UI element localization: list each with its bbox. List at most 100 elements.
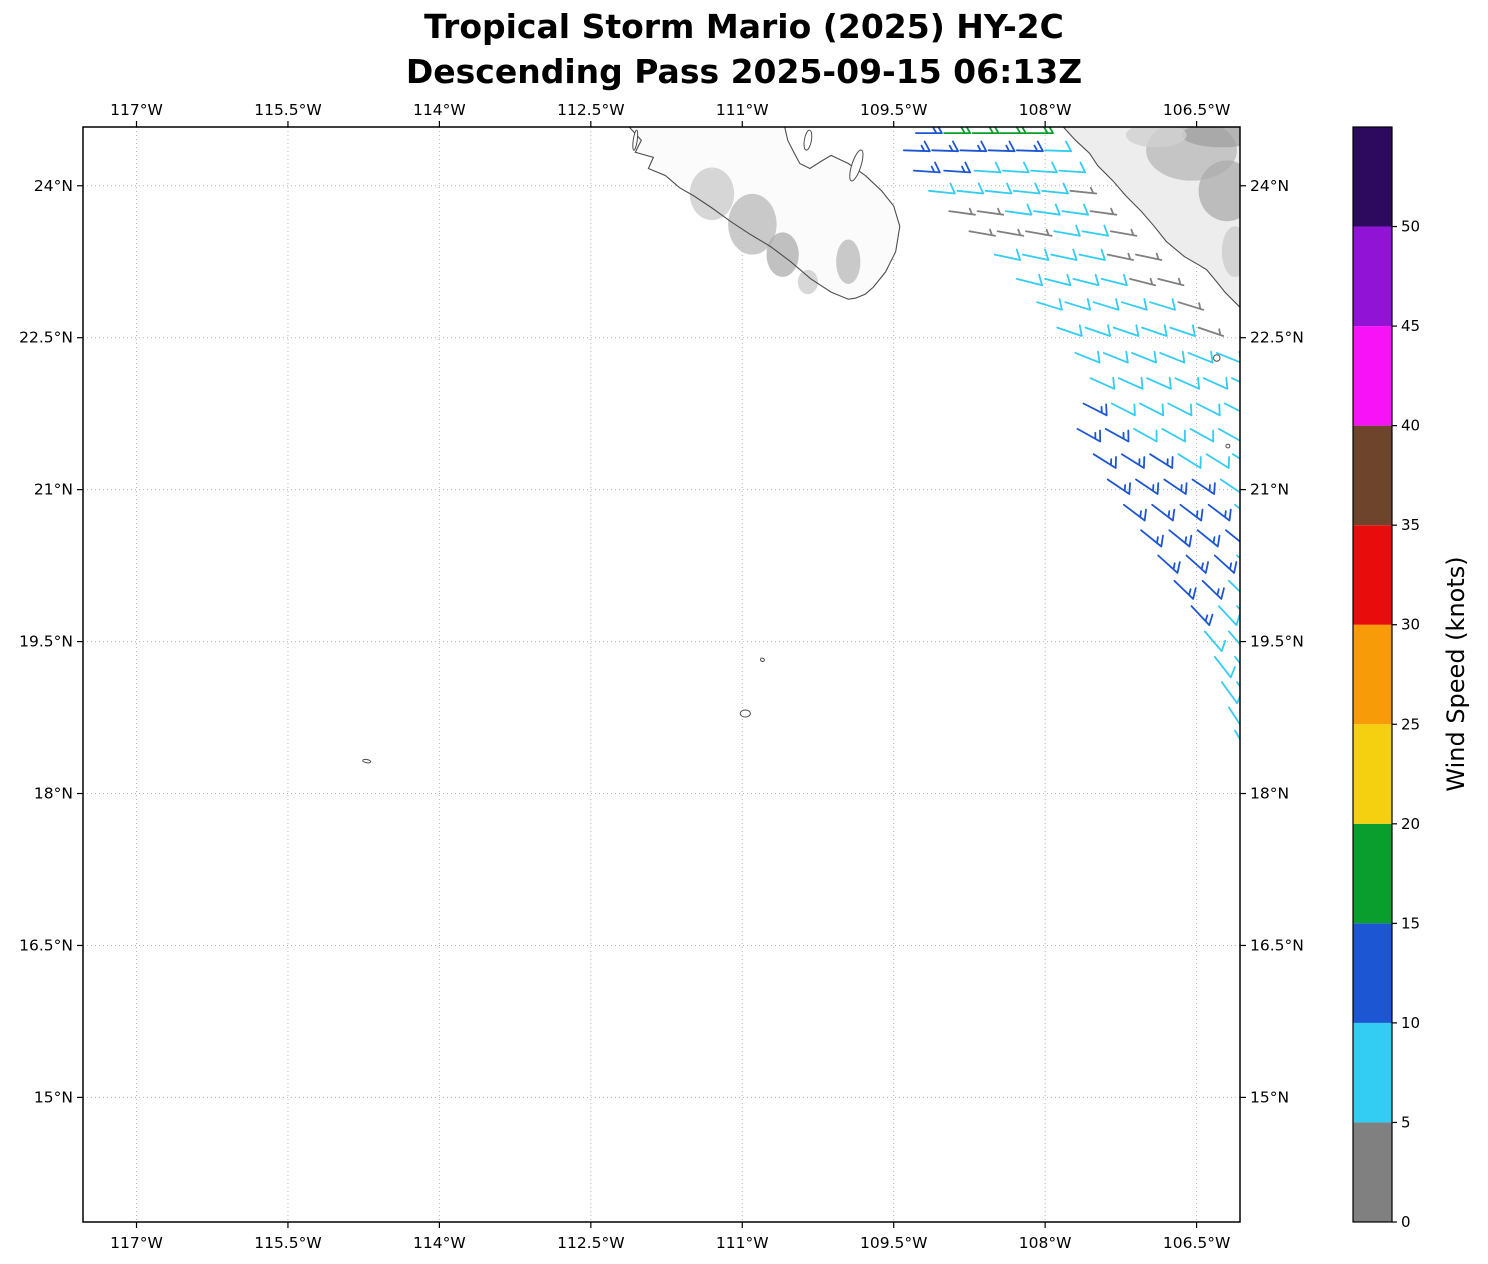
coastline-mainland [1062,126,1241,308]
wind-barb [1106,478,1131,495]
wind-barb [1104,428,1130,443]
wind-barb [1161,428,1186,443]
wind-barb [1110,402,1136,417]
wind-barb [1179,503,1204,522]
island [849,149,864,182]
lat-tick-label-left: 19.5°N [19,633,73,651]
colorbar-tick-label: 0 [1401,1213,1411,1231]
wind-barb [1197,326,1225,337]
wind-barb [1163,478,1188,495]
wind-barb [1187,350,1214,364]
colorbar-tick-label: 40 [1401,417,1420,435]
plot-border [82,126,1241,1223]
wind-barb [943,161,971,174]
colorbar-tick-label: 30 [1401,616,1420,634]
wind-barb [1157,277,1185,287]
wind-barb [948,207,976,216]
island [362,758,372,764]
lon-tick-label-bottom: 106.5°W [1163,1234,1230,1252]
wind-barb [1058,161,1087,174]
lon-tick-label-top: 115.5°W [254,101,321,119]
wind-barb [1072,273,1100,287]
wind-barb [1112,324,1140,337]
plot-mask [0,0,1488,127]
wind-barb [1195,402,1221,417]
wind-barb [1123,503,1147,522]
wind-barb [1016,273,1043,287]
wind-barb [1146,376,1172,390]
island [632,129,639,151]
colorbar-tick-label: 15 [1401,914,1420,932]
wind-barb [1174,376,1200,390]
wind-barb [1084,324,1111,337]
chart-title: Tropical Storm Mario (2025) HY-2C [424,7,1064,46]
lat-tick-label-right: 15°N [1250,1088,1289,1106]
lat-tick-label-right: 21°N [1250,481,1289,499]
wind-barb [1117,376,1144,390]
wind-barb [1074,350,1101,364]
wind-barb [973,161,1002,174]
island [1213,354,1221,362]
lon-tick-label-top: 108°W [1019,101,1072,119]
terrain-shading [836,239,861,285]
colorbar-tick-label: 50 [1401,218,1420,236]
wind-barb [1217,605,1241,626]
lon-tick-label-top: 112.5°W [557,101,624,119]
colorbar-axis-label: Wind Speed (knots) [1442,556,1470,792]
wind-barb [1089,207,1118,216]
wind-barb [996,228,1025,237]
wind-barb [1190,605,1214,626]
terrain-shading [797,269,818,295]
wind-barb [1069,186,1098,195]
colorbar-segment [1353,923,1392,1023]
colorbar-segment [1353,525,1392,625]
wind-barb [1030,161,1058,174]
colorbar-tick-label: 25 [1401,715,1420,733]
wind-barb [1217,428,1243,443]
wind-barb [1213,655,1236,679]
lon-tick-label-bottom: 115.5°W [254,1234,321,1252]
island [1225,443,1231,449]
lon-tick-label-top: 111°W [716,101,769,119]
wind-barb [1102,350,1129,364]
wind-barb [1092,453,1117,469]
wind-barb [1082,402,1108,417]
wind-barb [1168,529,1193,548]
lon-tick-label-top: 106.5°W [1163,101,1230,119]
wind-barb [993,248,1021,261]
coastline-baja [628,126,901,300]
wind-barb [1201,579,1225,600]
wind-barb [1100,273,1128,287]
wind-barb [976,207,1005,216]
wind-barb [1092,298,1120,311]
wind-barb [1202,376,1229,390]
wind-barb [928,182,956,195]
lon-tick-label-bottom: 114°W [413,1234,466,1252]
wind-barb [1135,252,1163,261]
lat-tick-label-left: 21°N [34,481,73,499]
wind-barb [1173,579,1197,600]
wind-barb [1044,140,1072,153]
wind-barb [1189,428,1215,443]
lon-tick-label-bottom: 117°W [110,1234,163,1252]
wind-barb [956,182,985,195]
wind-barb [1141,324,1168,337]
lat-tick-label-left: 16.5°N [19,936,73,954]
lat-tick-label-right: 18°N [1250,785,1289,803]
wind-barb [902,140,931,153]
wind-barb [959,140,988,153]
plot-mask [0,1222,1488,1264]
wind-barb [1167,402,1193,417]
wind-barb [1191,478,1216,495]
wind-barb [1151,503,1176,522]
wind-barb [1149,298,1176,311]
wind-barb [987,140,1016,153]
wind-barb [1205,453,1230,469]
lon-tick-label-bottom: 108°W [1019,1234,1072,1252]
lat-tick-label-left: 22.5°N [19,329,73,347]
wind-barb [1081,224,1109,237]
colorbar-segment [1353,1122,1392,1222]
colorbar-border [1352,126,1393,1223]
